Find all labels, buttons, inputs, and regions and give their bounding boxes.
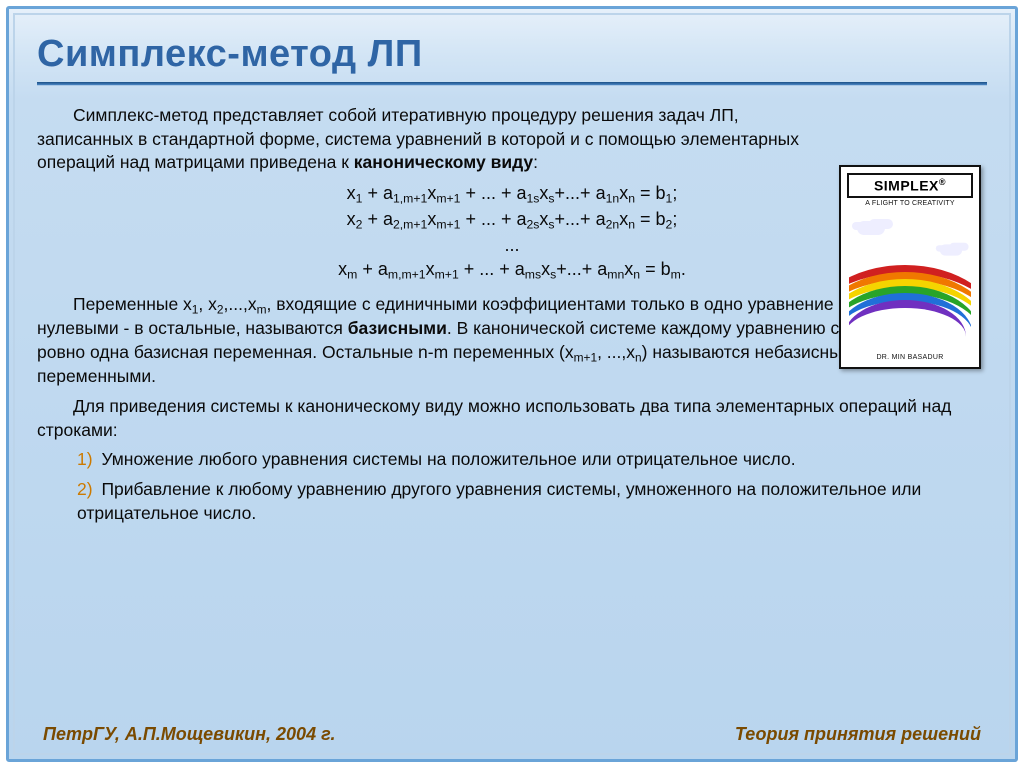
footer-right: Теория принятия решений — [735, 724, 981, 745]
slide-container: Симплекс-метод ЛП Симплекс-метод предста… — [0, 0, 1024, 768]
book-illustration — [849, 213, 971, 339]
paragraph-3: Для приведения системы к каноническому в… — [37, 395, 987, 442]
operations-list: 1) Умножение любого уравнения системы на… — [77, 448, 987, 525]
slide: Симплекс-метод ЛП Симплекс-метод предста… — [6, 6, 1018, 762]
book-brand-text: SIMPLEX — [874, 178, 939, 194]
para2-bold: базисными — [348, 318, 447, 338]
op-1: 1) Умножение любого уравнения системы на… — [77, 448, 987, 472]
rainbow-icon — [849, 265, 971, 339]
op-2-num: 2) — [77, 479, 93, 499]
paragraph-1: Симплекс-метод представляет собой итерат… — [37, 104, 827, 175]
slide-title: Симплекс-метод ЛП — [37, 33, 987, 76]
op-1-text: Умножение любого уравнения системы на по… — [101, 449, 795, 469]
cloud-icon — [940, 244, 962, 255]
op-2: 2) Прибавление к любому уравнению другог… — [77, 478, 987, 525]
op-2-text: Прибавление к любому уравнению другого у… — [77, 479, 921, 523]
slide-footer: ПетрГУ, А.П.Мощевикин, 2004 г. Теория пр… — [9, 724, 1015, 745]
book-author: DR. MIN BASADUR — [841, 354, 979, 361]
para1-tail: : — [533, 152, 538, 172]
book-brand: SIMPLEX® — [847, 173, 973, 198]
cloud-icon — [857, 221, 885, 235]
book-tagline: A FLIGHT TO CREATIVITY — [847, 200, 973, 207]
op-1-num: 1) — [77, 449, 93, 469]
para1-bold: каноническому виду — [354, 152, 533, 172]
simplex-book-image: SIMPLEX® A FLIGHT TO CREATIVITY DR. MIN … — [839, 165, 981, 369]
title-underline — [37, 82, 987, 86]
footer-left: ПетрГУ, А.П.Мощевикин, 2004 г. — [43, 724, 335, 745]
